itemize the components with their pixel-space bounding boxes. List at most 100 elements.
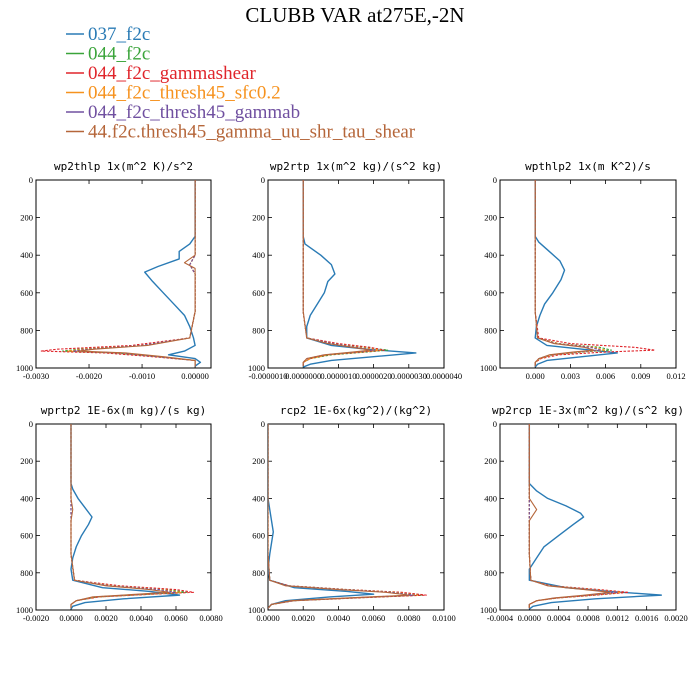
x-tick-label: 0.0060: [362, 613, 385, 623]
x-tick-label: 0.0080: [397, 613, 420, 623]
y-tick-label: 0: [261, 419, 265, 429]
series-line: [77, 180, 196, 367]
legend-label: 044_f2c_thresh45_sfc0.2: [88, 83, 281, 104]
plot-frame: [267, 179, 445, 369]
panel-title: wpthlp2 1x(m K^2)/s: [525, 160, 651, 173]
series-line: [67, 180, 196, 367]
x-tick-label: 0.0020: [292, 613, 315, 623]
y-tick-label: 800: [252, 568, 265, 578]
y-tick-label: 200: [20, 213, 33, 223]
series-line: [144, 180, 202, 367]
y-tick-label: 200: [252, 456, 265, 466]
x-tick-label: -0.0030: [23, 371, 49, 381]
series-line: [528, 424, 663, 610]
y-tick-label: 1000: [16, 363, 33, 373]
chart-panel: wp2rtp 1x(m^2 kg)/(s^2 kg) 0 200 400 600 800 1…: [248, 160, 462, 381]
series-line: [70, 424, 195, 609]
series-line: [268, 424, 410, 609]
y-tick-label: 0: [493, 419, 497, 429]
x-tick-label: -0.0004: [487, 613, 514, 623]
x-tick-label: 0.00000: [181, 371, 209, 381]
x-tick-label: 0.0000030: [391, 371, 427, 381]
series-line: [302, 180, 382, 367]
y-tick-label: 800: [484, 325, 497, 335]
series-line: [268, 424, 415, 609]
legend-label: 044_f2c_thresh45_gammab: [88, 102, 300, 123]
series-line: [70, 424, 182, 609]
panel-title: wp2thlp 1x(m^2 K)/s^2: [54, 160, 193, 173]
y-tick-label: 400: [484, 493, 497, 503]
series-line: [302, 180, 389, 367]
y-tick-label: 1000: [16, 605, 33, 615]
series-line: [528, 424, 611, 609]
series-line: [534, 180, 602, 367]
series-line: [302, 180, 375, 367]
x-tick-label: 0.000: [526, 371, 545, 381]
series-line: [70, 424, 170, 609]
y-tick-label: 800: [252, 325, 265, 335]
panel-title: wprtp2 1E-6x(m kg)/(s kg): [41, 404, 207, 417]
y-tick-label: 1000: [480, 605, 497, 615]
y-tick-label: 600: [20, 531, 33, 541]
x-tick-label: 0.0012: [606, 613, 629, 623]
x-tick-label: 0.0040: [129, 613, 152, 623]
chart-panel: wp2rcp 1E-3x(m^2 kg)/(s^2 kg) 0 200 400 600 8…: [480, 404, 688, 623]
y-tick-label: 800: [20, 325, 33, 335]
y-tick-label: 200: [484, 213, 497, 223]
y-tick-label: 400: [20, 250, 33, 260]
x-tick-label: 0.0008: [576, 613, 599, 623]
series-line: [268, 424, 419, 609]
panel-title: wp2rtp 1x(m^2 kg)/(s^2 kg): [270, 160, 442, 173]
x-tick-label: 0.0016: [635, 613, 658, 623]
series-line: [70, 424, 188, 609]
y-tick-label: 800: [20, 568, 33, 578]
x-tick-label: 0.0000: [518, 613, 541, 623]
y-tick-label: 0: [493, 175, 497, 185]
y-tick-label: 600: [20, 288, 33, 298]
chart-panel: rcp2 1E-6x(kg^2)/(kg^2) 0 200 400 600 800 1000…: [248, 404, 456, 623]
y-tick-label: 400: [252, 250, 265, 260]
legend: 037_f2c044_f2c044_f2c_gammashear044_f2c_…: [66, 24, 416, 143]
x-tick-label: 0.0080: [199, 613, 222, 623]
x-tick-label: 0.0000: [256, 613, 279, 623]
panels: wp2thlp 1x(m^2 K)/s^202004006008001000-0…: [16, 160, 688, 623]
series-line: [534, 180, 656, 367]
y-tick-label: 600: [252, 531, 265, 541]
y-tick-label: 400: [484, 250, 497, 260]
panel-title: wp2rcp 1E-3x(m^2 kg)/(s^2 kg): [492, 404, 684, 417]
x-tick-label: -0.0020: [76, 371, 102, 381]
series-line: [268, 424, 424, 609]
chart-panel: wprtp2 1E-6x(m kg)/(s kg) 0 200 400 600 800 10…: [16, 404, 223, 623]
y-tick-label: 0: [261, 175, 265, 185]
plot-frame: [267, 423, 445, 611]
chart-panel: wpthlp2 1x(m K^2)/s 0 200 400 600 800 1000 0.00…: [480, 160, 686, 381]
plot-frame: [499, 423, 677, 611]
y-tick-label: 0: [29, 419, 33, 429]
plot-frame: [499, 179, 677, 369]
x-tick-label: 0.0040: [327, 613, 350, 623]
x-tick-label: 0.0000020: [356, 371, 392, 381]
x-tick-label: 0.009: [631, 371, 650, 381]
y-tick-label: 200: [484, 456, 497, 466]
x-tick-label: -0.0020: [23, 613, 49, 623]
x-tick-label: 0.0000: [59, 613, 82, 623]
series-line: [534, 180, 613, 367]
y-tick-label: 600: [252, 288, 265, 298]
series-line: [70, 424, 177, 609]
series-line: [528, 424, 629, 609]
x-tick-label: 0.0000000: [285, 371, 321, 381]
y-tick-label: 600: [484, 288, 497, 298]
x-tick-label: 0.0020: [94, 613, 117, 623]
x-tick-label: 0.0004: [547, 613, 571, 623]
y-tick-label: 1000: [248, 605, 265, 615]
y-tick-label: 400: [252, 493, 265, 503]
y-tick-label: 600: [484, 531, 497, 541]
figure-title: CLUBB VAR at275E,-2N: [245, 3, 464, 27]
series-line: [302, 180, 417, 368]
legend-label: 44.f2c.thresh45_gamma_uu_shr_tau_shear: [88, 122, 416, 143]
y-tick-label: 1000: [480, 363, 497, 373]
legend-label: 044_f2c_gammashear: [88, 63, 256, 84]
y-tick-label: 800: [484, 568, 497, 578]
legend-label: 044_f2c: [88, 44, 150, 65]
